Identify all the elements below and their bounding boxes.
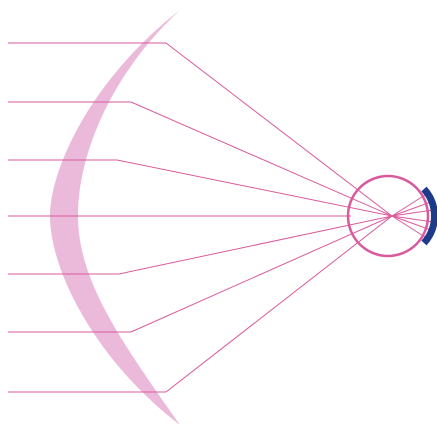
converging-ray-1: [165, 42, 393, 217]
diverging-ray-3: [391, 209, 434, 217]
converging-ray-6: [130, 215, 393, 333]
incoming-rays: [8, 42, 351, 393]
eye-sphere: [346, 174, 430, 258]
diverging-ray-4: [391, 215, 434, 223]
converging-ray-2: [130, 101, 393, 217]
converging-ray-5: [118, 215, 393, 275]
diverging-rays: [391, 192, 434, 240]
diverging-ray-2: [391, 201, 432, 217]
detector-arc: [421, 186, 437, 246]
converging-ray-7: [165, 215, 393, 393]
converging-ray-3: [116, 159, 393, 217]
converging-rays: [116, 42, 393, 393]
curved-reflector: [50, 10, 180, 424]
diverging-ray-5: [391, 215, 432, 231]
